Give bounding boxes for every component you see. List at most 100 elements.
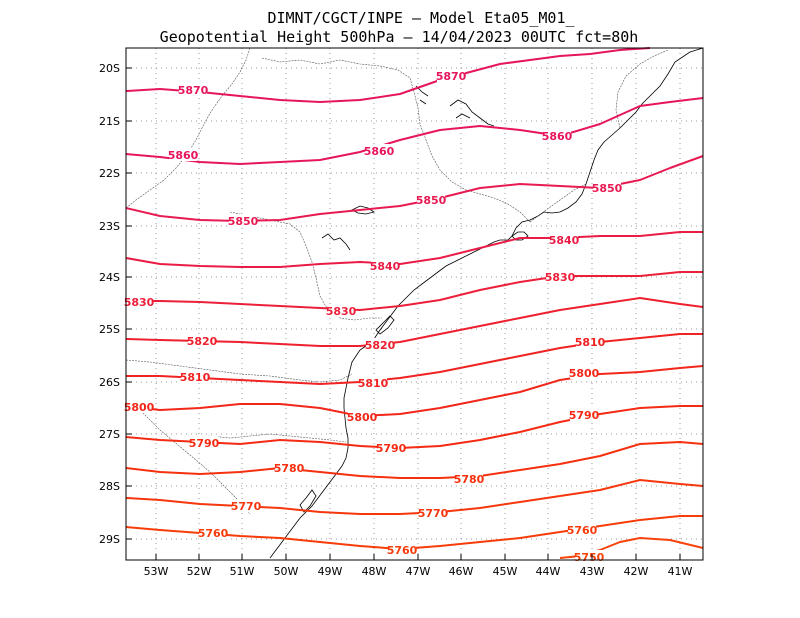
lon-labels: 53W 52W 51W 50W 49W 48W 47W 46W 45W 44W … (144, 565, 693, 578)
state-border-ms-sp (125, 47, 251, 209)
state-border-mg-sp (261, 57, 531, 223)
lon-label-41w: 41W (668, 565, 693, 578)
contour-label-5810: 5810 (180, 371, 211, 384)
contour-label-5810: 5810 (358, 377, 389, 390)
lat-label-25s: 25S (99, 323, 120, 336)
contour-label-5800: 5800 (347, 411, 378, 424)
contour-line-5770 (125, 479, 704, 515)
contour-label-5760: 5760 (567, 524, 598, 537)
contour-line-5810 (126, 333, 703, 385)
contour-label-bg (365, 144, 393, 157)
contour-label-bg (359, 376, 387, 389)
contour-label-bg (348, 410, 376, 423)
contour-label-bg (125, 400, 153, 413)
contour-label-5830: 5830 (545, 271, 576, 284)
contour-label-5760: 5760 (387, 544, 418, 557)
lon-ticks (155, 554, 681, 560)
contour-label-bg (388, 543, 416, 556)
lat-ticks (126, 67, 132, 540)
contour-label-bg (366, 338, 394, 351)
contour-label-5870: 5870 (436, 70, 467, 83)
contour-label-5800: 5800 (124, 401, 155, 414)
island-detail (351, 205, 375, 215)
lat-label-22s: 22S (99, 167, 120, 180)
state-border-es-mg (615, 49, 669, 129)
contour-label-bg (327, 304, 355, 317)
contour-label-5860: 5860 (364, 145, 395, 158)
lon-label-45w: 45W (493, 565, 518, 578)
contour-label-5820: 5820 (365, 339, 396, 352)
state-border-pr-sp (229, 211, 382, 321)
contour-line-5800 (125, 365, 704, 417)
contour-label-bg (179, 83, 207, 96)
contour-label-bg (455, 472, 483, 485)
lat-label-28s: 28S (99, 480, 120, 493)
lon-label-46w: 46W (449, 565, 474, 578)
contour-label-5760: 5760 (198, 527, 229, 540)
coastline (269, 47, 704, 559)
contour-label-bg (377, 441, 405, 454)
contour-label-5780: 5780 (274, 462, 305, 475)
contour-label-5790: 5790 (569, 409, 600, 422)
reservoir-detail (449, 99, 495, 127)
contour-label-5830: 5830 (326, 305, 357, 318)
contour-line-5840 (125, 231, 703, 268)
contour-label-5870: 5870 (178, 84, 209, 97)
lat-label-20s: 20S (99, 62, 120, 75)
contour-line-5860 (125, 97, 704, 165)
contour-label-bg (371, 259, 399, 272)
lon-label-50w: 50W (274, 565, 299, 578)
contour-label-5800: 5800 (569, 367, 600, 380)
contour-label-5840: 5840 (549, 234, 580, 247)
contour-label-5770: 5770 (418, 507, 449, 520)
contour-label-5750: 5750 (574, 551, 605, 564)
lat-label-24s: 24S (99, 271, 120, 284)
lon-label-49w: 49W (318, 565, 343, 578)
contour-label-5790: 5790 (376, 442, 407, 455)
contour-label-bg (437, 69, 465, 82)
lat-label-21s: 21S (99, 115, 120, 128)
lon-label-53w: 53W (144, 565, 169, 578)
contour-label-bg (275, 461, 303, 474)
contour-label-5770: 5770 (231, 500, 262, 513)
lat-label-29s: 29S (99, 533, 120, 546)
title-line-1: DIMNT/CGCT/INPE – Model Eta05_M01_ (267, 9, 575, 27)
contour-label-bg (568, 523, 596, 536)
contour-label-bg (125, 295, 153, 308)
lat-label-26s: 26S (99, 376, 120, 389)
lon-label-42w: 42W (624, 565, 649, 578)
contour-label-bg (546, 270, 574, 283)
contour-line-5780 (125, 441, 704, 479)
patos-lagoon (299, 489, 317, 513)
contour-label-bg (570, 366, 598, 379)
contour-label-bg (229, 214, 257, 227)
contour-label-5810: 5810 (575, 336, 606, 349)
lon-label-52w: 52W (187, 565, 212, 578)
state-border-rj-mg (529, 183, 587, 223)
contour-label-5850: 5850 (592, 182, 623, 195)
contour-label-bg (576, 335, 604, 348)
contour-label-5820: 5820 (187, 335, 218, 348)
contour-line-5870 (125, 47, 651, 103)
lat-labels: 20S 21S 22S 23S 24S 25S 26S 27S 28S 29S (99, 62, 120, 546)
contour-label-5850: 5850 (416, 194, 447, 207)
paranagua-bay (375, 315, 395, 335)
contour-label-bg (417, 193, 445, 206)
map-frame (125, 47, 704, 561)
contour-line-5790 (125, 405, 703, 449)
contour-label-bg (188, 334, 216, 347)
contour-layer: 5870 5870 5860 5860 5860 5850 5850 5850 5840 5840… (124, 47, 704, 564)
contour-label-bg (190, 436, 218, 449)
lat-label-23s: 23S (99, 220, 120, 233)
reservoir-detail-2 (321, 233, 351, 251)
contour-label-bg (232, 499, 260, 512)
contour-label-bg (593, 181, 621, 194)
contour-label-bg (543, 129, 571, 142)
contour-label-bg (181, 370, 209, 383)
contour-label-5790: 5790 (189, 437, 220, 450)
state-border-pr-sc (125, 359, 353, 383)
contour-line-5820 (125, 297, 704, 347)
contour-label-5830: 5830 (124, 296, 155, 309)
lon-label-44w: 44W (536, 565, 561, 578)
